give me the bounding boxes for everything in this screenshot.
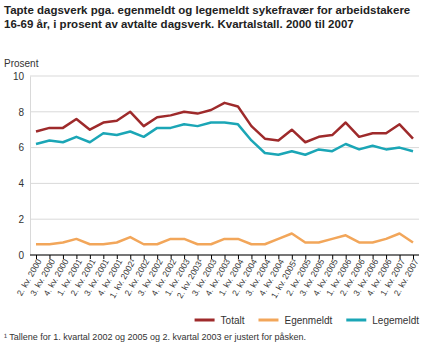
y-tick-label: 2 — [18, 214, 24, 225]
x-axis: 2. kv. 20003. kv. 20004. kv. 20001. kv. … — [14, 255, 420, 300]
y-tick: 8 — [18, 107, 30, 118]
y-axis-label: Prosent — [4, 58, 39, 69]
legend-swatch — [195, 319, 215, 322]
y-axis: 0 2 4 6 8 10 — [13, 71, 31, 261]
y-axis-line — [30, 77, 31, 256]
y-tick: 6 — [18, 142, 30, 153]
line-series — [36, 234, 413, 245]
x-tick: 2. kv. 2007 — [391, 255, 420, 298]
y-tick-label: 0 — [18, 250, 24, 261]
legend-swatch — [258, 319, 278, 322]
legend: Legemeldt Egenmeldt Totalt — [195, 315, 420, 326]
title: Tapte dagsverk pga. egenmeldt og legemel… — [4, 4, 410, 30]
legend-swatch — [346, 319, 366, 322]
x-tick-label: 2. kv. 2007 — [391, 257, 420, 298]
grid-line — [30, 219, 419, 220]
y-tick-label: 4 — [18, 178, 24, 189]
legend-label: Egenmeldt — [284, 315, 332, 326]
y-tick-label: 10 — [13, 71, 25, 82]
grid-line — [30, 183, 419, 184]
grid-line — [30, 111, 419, 112]
grid — [30, 76, 419, 255]
lines — [36, 103, 413, 244]
legend-label: Legemeldt — [372, 315, 419, 326]
y-tick: 4 — [18, 178, 30, 189]
y-tick: 10 — [13, 71, 30, 82]
y-tick-label: 6 — [18, 142, 24, 153]
footnote: ¹ Tallene for 1. kvartal 2002 og 2005 og… — [4, 332, 306, 342]
y-tick: 0 — [18, 250, 30, 261]
y-tick: 2 — [18, 214, 30, 225]
y-tick-label: 8 — [18, 107, 24, 118]
chart: Tapte dagsverk pga. egenmeldt og legemel… — [0, 0, 429, 348]
line-series — [36, 123, 413, 155]
legend-label: Totalt — [221, 315, 245, 326]
grid-line — [30, 76, 419, 77]
